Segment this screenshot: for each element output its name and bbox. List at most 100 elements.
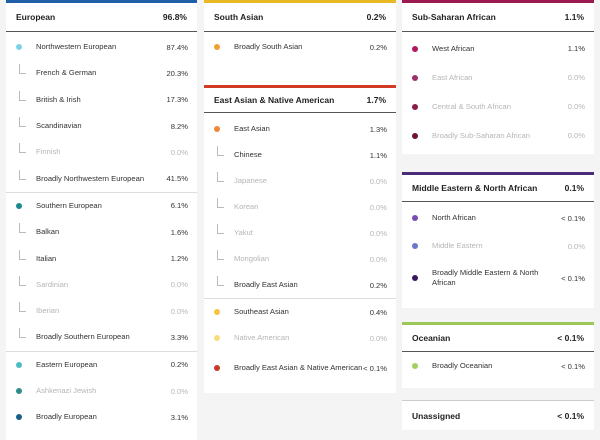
subregion-row[interactable]: Yakut 0.0%	[204, 220, 396, 246]
population-name: Broadly Middle Eastern & North African	[432, 268, 539, 287]
region-title: South Asian	[214, 12, 264, 22]
header-south-asian[interactable]: South Asian 0.2%	[204, 0, 396, 32]
tree-connector-icon	[19, 64, 26, 75]
population-name: Broadly Sub-Saharan African	[432, 130, 530, 140]
population-row[interactable]: Ashkenazi Jewish 0.0%	[6, 378, 197, 404]
population-row[interactable]: Broadly Middle Eastern & North African < …	[402, 260, 594, 296]
region-title: Middle Eastern & North African	[412, 183, 538, 193]
population-name: Central & South African	[432, 101, 511, 111]
subregion-row[interactable]: British & Irish 17.3%	[6, 87, 197, 113]
subregion-row[interactable]: Korean 0.0%	[204, 194, 396, 220]
population-row[interactable]: Broadly South Asian 0.2%	[204, 36, 396, 58]
population-row[interactable]: Native American 0.0%	[204, 325, 396, 351]
section-gap	[402, 388, 594, 400]
population-name: Chinese	[234, 150, 262, 159]
population-percent: 0.0%	[567, 241, 585, 251]
population-percent: 3.3%	[170, 332, 188, 342]
region-title: Oceanian	[412, 333, 451, 343]
population-row[interactable]: Southern European 6.1%	[6, 193, 197, 219]
subregion-row[interactable]: Balkan 1.6%	[6, 219, 197, 245]
population-row[interactable]: East African 0.0%	[402, 63, 594, 92]
region-card-mena: Middle Eastern & North African 0.1% North …	[402, 172, 594, 308]
column-european: European 96.8% Northwestern European 87.4% F…	[6, 0, 197, 440]
population-name: Middle Eastern	[432, 241, 483, 250]
header-unassigned[interactable]: Unassigned < 0.1%	[402, 400, 594, 430]
subregion-row[interactable]: Chinese 1.1%	[204, 142, 396, 168]
region-card-oceanian: Oceanian < 0.1% Broadly Oceanian < 0.1%	[402, 322, 594, 388]
region-percent: 96.8%	[162, 12, 187, 22]
population-percent: 0.0%	[170, 147, 188, 157]
column-middle: South Asian 0.2% Broadly South Asian 0.2% Ea…	[204, 0, 396, 440]
population-name: Broadly Oceanian	[432, 361, 493, 370]
population-row[interactable]: Broadly East Asian & Native American < 0.…	[204, 351, 396, 385]
population-name: Northwestern European	[36, 42, 117, 52]
population-row[interactable]: Broadly Sub-Saharan African 0.0%	[402, 121, 594, 150]
population-percent: 0.0%	[369, 176, 387, 186]
population-row[interactable]: Broadly European 3.1%	[6, 404, 197, 430]
population-name: Broadly East Asian & Native American	[234, 363, 363, 372]
population-name: West African	[432, 43, 475, 53]
population-row[interactable]: Southeast Asian 0.4%	[204, 299, 396, 325]
population-name: Native American	[234, 333, 290, 342]
subregion-row[interactable]: Broadly East Asian 0.2%	[204, 272, 396, 298]
population-row[interactable]: Northwestern European 87.4%	[6, 34, 197, 60]
population-name: Southern European	[36, 200, 102, 210]
population-row[interactable]: Broadly Oceanian < 0.1%	[402, 354, 594, 378]
subregion-row[interactable]: Finnish 0.0%	[6, 139, 197, 165]
header-european[interactable]: European 96.8%	[6, 0, 197, 32]
population-percent: 87.4%	[166, 42, 188, 52]
population-percent: 0.0%	[170, 386, 188, 396]
population-percent: < 0.1%	[561, 213, 585, 223]
color-dot-icon	[412, 74, 418, 81]
population-percent: 0.2%	[369, 280, 387, 290]
subregion-row[interactable]: Broadly Northwestern European 41.5%	[6, 165, 197, 191]
population-row[interactable]: Eastern European 0.2%	[6, 352, 197, 378]
header-middle-eastern-and-north-african[interactable]: Middle Eastern & North African 0.1%	[402, 172, 594, 202]
divider	[204, 298, 396, 299]
header-oceanian[interactable]: Oceanian < 0.1%	[402, 322, 594, 352]
tree-connector-icon	[217, 276, 224, 286]
population-percent: 6.1%	[170, 201, 188, 211]
population-percent: 0.0%	[170, 306, 188, 316]
subregion-row[interactable]: Scandinavian 8.2%	[6, 113, 197, 139]
tree-connector-icon	[19, 90, 26, 101]
population-percent: < 0.1%	[561, 361, 585, 371]
tree-connector-icon	[19, 223, 26, 234]
color-dot-icon	[214, 44, 220, 50]
subregion-row[interactable]: Iberian 0.0%	[6, 298, 197, 324]
population-name: Sardinian	[36, 279, 69, 289]
subregion-row[interactable]: Italian 1.2%	[6, 245, 197, 271]
population-name: East African	[432, 72, 473, 82]
population-row[interactable]: East Asian 1.3%	[204, 116, 396, 142]
population-name: Yakut	[234, 228, 253, 237]
population-row[interactable]: West African 1.1%	[402, 34, 594, 63]
tree-connector-icon	[217, 146, 224, 156]
subregion-row[interactable]: Mongolian 0.0%	[204, 246, 396, 272]
population-name: Korean	[234, 202, 259, 211]
region-percent: 1.1%	[564, 12, 584, 22]
region-title: European	[16, 12, 56, 22]
population-percent: 0.0%	[567, 73, 585, 82]
tree-connector-icon	[19, 275, 26, 286]
subregion-row[interactable]: Broadly Southern European 3.3%	[6, 324, 197, 350]
population-percent: 0.0%	[369, 202, 387, 212]
tree-connector-icon	[19, 117, 26, 128]
subregion-row[interactable]: Sardinian 0.0%	[6, 272, 197, 298]
population-row[interactable]: Middle Eastern 0.0%	[402, 232, 594, 260]
population-row[interactable]: North African < 0.1%	[402, 204, 594, 232]
subregion-row[interactable]: Japanese 0.0%	[204, 168, 396, 194]
population-name: French & German	[36, 68, 97, 78]
color-dot-icon	[412, 215, 418, 221]
section-gap	[402, 154, 594, 172]
population-row[interactable]: Central & South African 0.0%	[402, 92, 594, 121]
header-east-asian-and-native-american[interactable]: East Asian & Native American 1.7%	[204, 85, 396, 113]
population-name: Finnish	[36, 147, 61, 157]
header-sub-saharan-african[interactable]: Sub-Saharan African 1.1%	[402, 0, 594, 32]
population-name: Italian	[36, 253, 57, 263]
population-percent: 17.3%	[166, 95, 188, 105]
subregion-row[interactable]: French & German 20.3%	[6, 60, 197, 86]
population-name: Scandinavian	[36, 121, 82, 131]
population-percent: 41.5%	[166, 174, 188, 184]
color-dot-icon	[214, 365, 220, 371]
region-percent: < 0.1%	[557, 333, 584, 343]
